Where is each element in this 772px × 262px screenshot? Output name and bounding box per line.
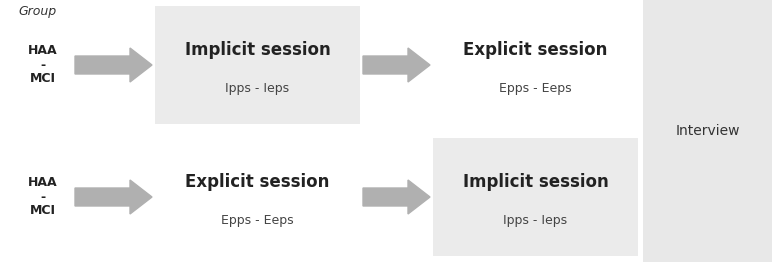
- Text: Ipps - Ieps: Ipps - Ieps: [503, 214, 567, 227]
- FancyBboxPatch shape: [643, 0, 772, 262]
- Text: -: -: [40, 58, 46, 72]
- Polygon shape: [75, 180, 152, 214]
- Polygon shape: [363, 48, 430, 82]
- Text: MCI: MCI: [30, 73, 56, 85]
- Text: Explicit session: Explicit session: [185, 173, 330, 191]
- Text: Epps - Eeps: Epps - Eeps: [499, 82, 572, 95]
- Text: Epps - Eeps: Epps - Eeps: [222, 214, 294, 227]
- Text: HAA: HAA: [29, 45, 58, 57]
- FancyBboxPatch shape: [155, 138, 360, 256]
- Text: Ipps - Ieps: Ipps - Ieps: [225, 82, 290, 95]
- Text: Group: Group: [18, 5, 56, 18]
- FancyBboxPatch shape: [433, 138, 638, 256]
- Text: -: -: [40, 190, 46, 204]
- Polygon shape: [75, 48, 152, 82]
- Text: Explicit session: Explicit session: [463, 41, 608, 59]
- Text: HAA: HAA: [29, 177, 58, 189]
- Text: Implicit session: Implicit session: [462, 173, 608, 191]
- FancyBboxPatch shape: [155, 6, 360, 124]
- FancyBboxPatch shape: [433, 6, 638, 124]
- Polygon shape: [363, 180, 430, 214]
- Text: Interview: Interview: [676, 124, 740, 138]
- Text: MCI: MCI: [30, 205, 56, 217]
- Text: Implicit session: Implicit session: [185, 41, 330, 59]
